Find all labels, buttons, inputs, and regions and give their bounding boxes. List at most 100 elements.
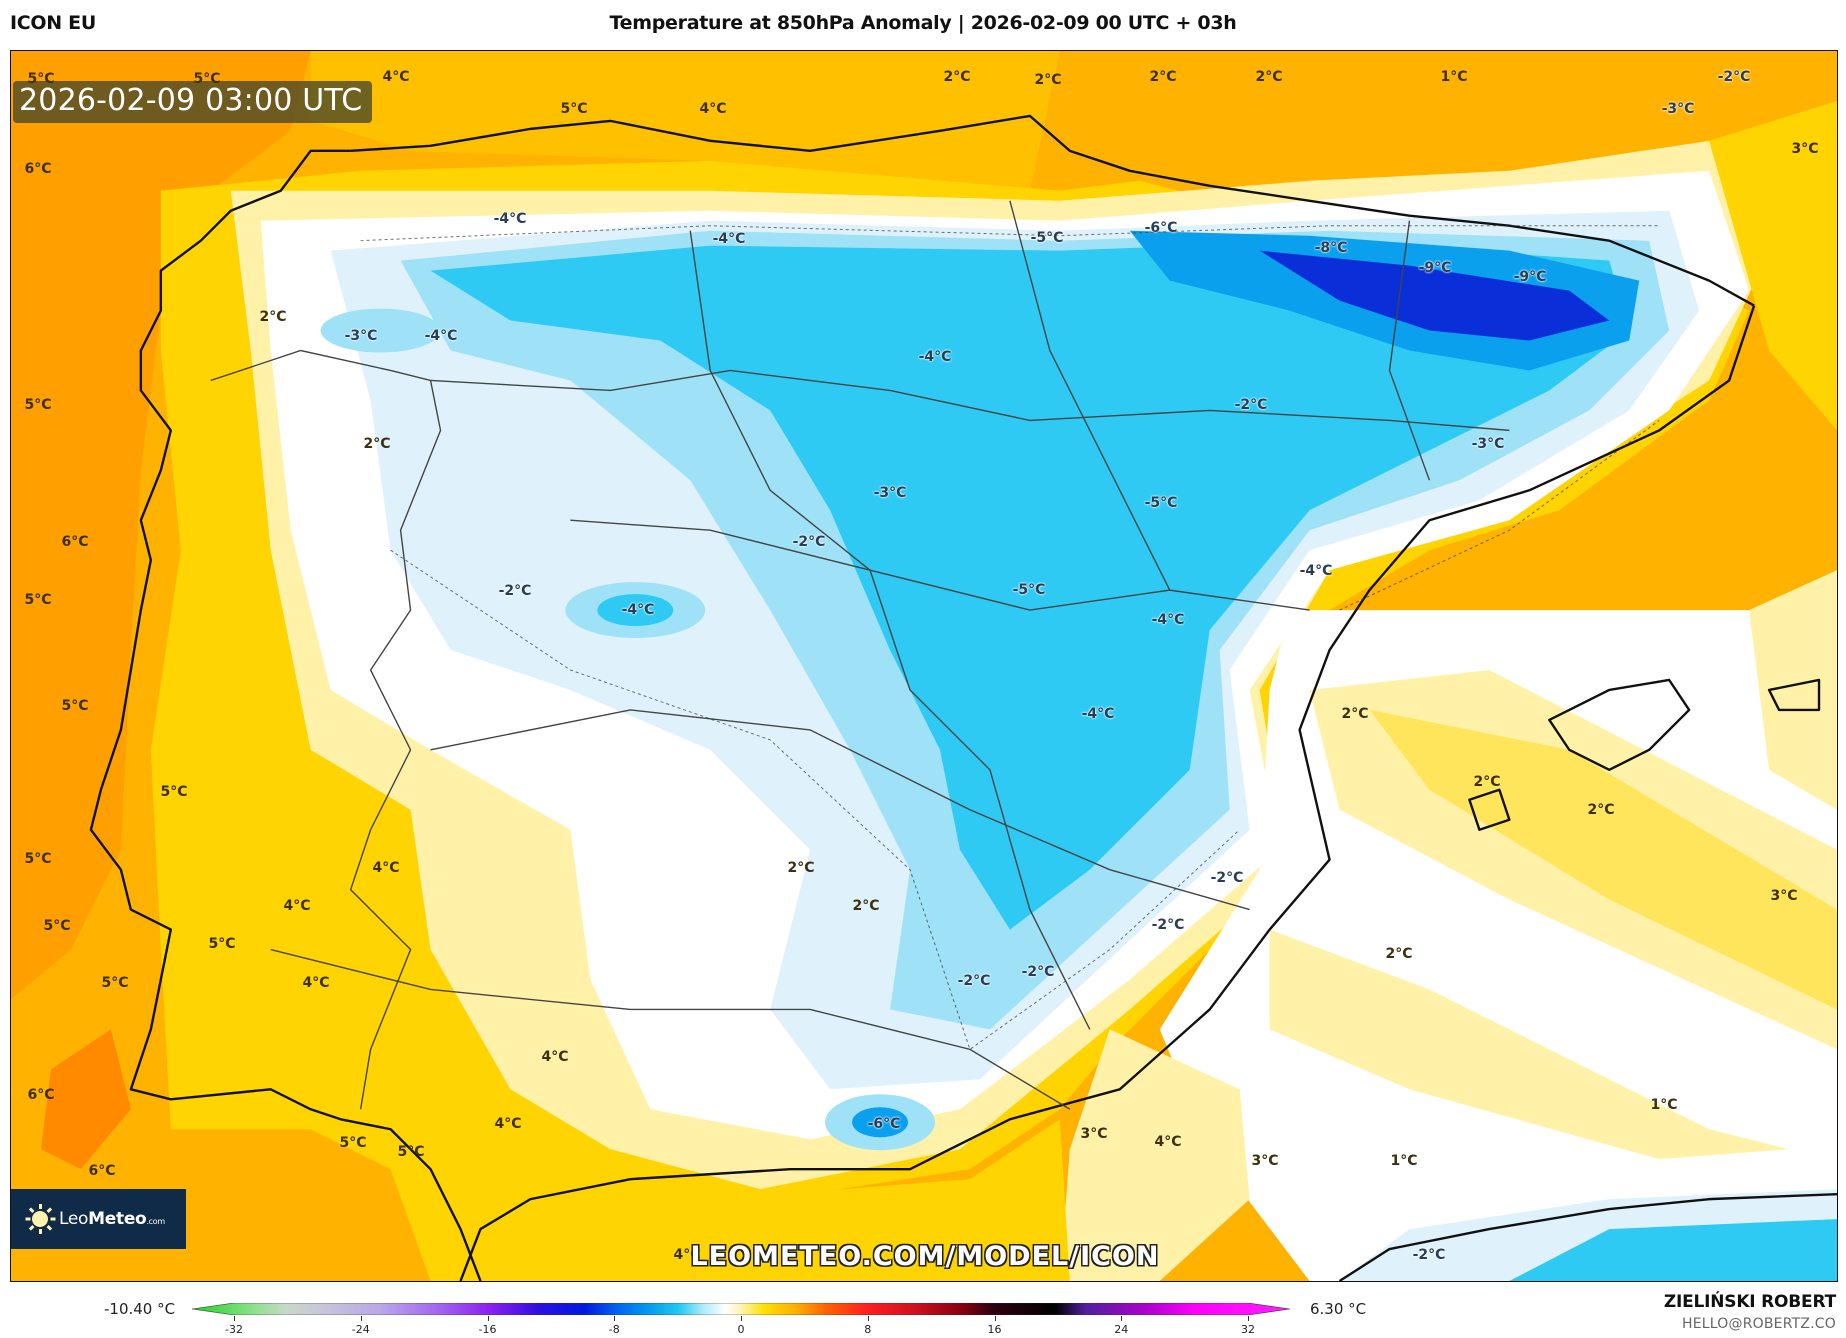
temperature-label: 6°C (88, 1163, 116, 1179)
temperature-label: 2°C (1385, 946, 1413, 962)
temperature-label: 4°C (302, 975, 330, 991)
temperature-label: -2°C (1717, 69, 1751, 85)
valid-time-badge: 2026-02-09 03:00 UTC (13, 81, 373, 123)
temperature-label: -2°C (1234, 397, 1268, 413)
temperature-label: 2°C (943, 69, 971, 85)
temperature-label: -4°C (712, 231, 746, 247)
temperature-label: 5°C (397, 1144, 425, 1160)
temperature-label: 4°C (283, 898, 311, 914)
temperature-label: -3°C (344, 328, 378, 344)
temperature-label: 2°C (787, 860, 815, 876)
model-name: ICON EU (10, 12, 96, 34)
temperature-field (11, 51, 1837, 1281)
temperature-label: -5°C (1144, 495, 1178, 511)
temperature-label: 3°C (1080, 1126, 1108, 1142)
temperature-label: 1°C (1440, 69, 1468, 85)
temperature-label: 2°C (1587, 802, 1615, 818)
temperature-label: 5°C (24, 592, 52, 608)
temperature-label: 3°C (1791, 141, 1819, 157)
author-email[interactable]: HELLO@ROBERTZ.CO (1682, 1316, 1836, 1332)
chart-title: Temperature at 850hPa Anomaly | 2026-02-… (609, 12, 1237, 34)
temperature-label: -4°C (918, 349, 952, 365)
colorbar-max-label: 6.30 °C (1310, 1300, 1367, 1318)
temperature-label: -4°C (493, 211, 527, 227)
temperature-label: 4°C (673, 1247, 701, 1263)
temperature-label: -9°C (1418, 260, 1452, 276)
temperature-label: -2°C (1210, 870, 1244, 886)
colorbar-tick (487, 1316, 489, 1321)
colorbar-tick (994, 1316, 996, 1321)
temperature-label: -5°C (1012, 582, 1046, 598)
temperature-label: 5°C (27, 71, 55, 87)
colorbar-tick (741, 1316, 742, 1321)
logo-text: LeoMeteo.com (59, 1209, 165, 1229)
temperature-label: -4°C (424, 328, 458, 344)
temperature-label: -3°C (1471, 436, 1505, 452)
temperature-label: 3°C (1251, 1153, 1279, 1169)
temperature-label: 5°C (61, 698, 89, 714)
temperature-label: 4°C (1154, 1134, 1182, 1150)
temperature-label: 6°C (24, 161, 52, 177)
temperature-label: 2°C (1255, 69, 1283, 85)
colorbar-tick-label: 24 (1114, 1323, 1129, 1336)
temperature-label: 3°C (1770, 888, 1798, 904)
colorbar-tick-label: -16 (478, 1323, 497, 1336)
colorbar-tick-label: -32 (225, 1323, 243, 1336)
temperature-label: 2°C (363, 436, 391, 452)
temperature-label: -4°C (621, 602, 655, 618)
colorbar-tick (1121, 1316, 1123, 1321)
temperature-label: 2°C (852, 898, 880, 914)
colorbar-tick (867, 1316, 869, 1321)
colorbar-tick (360, 1316, 362, 1321)
temperature-label: 2°C (1149, 69, 1177, 85)
temperature-label: 5°C (43, 918, 71, 934)
temperature-label: 5°C (208, 936, 236, 952)
temperature-label: 4°C (699, 101, 727, 117)
temperature-label: 2°C (1341, 706, 1369, 722)
temperature-label: 4°C (372, 860, 400, 876)
temperature-label: -6°C (1144, 220, 1178, 236)
temperature-label: 2°C (259, 309, 287, 325)
colorbar-min-label: -10.40 °C (104, 1300, 176, 1318)
temperature-label: 5°C (101, 975, 129, 991)
watermark-url: LEOMETEO.COM/MODEL/ICON (690, 1241, 1160, 1272)
temperature-label: -2°C (1151, 917, 1185, 933)
leometeo-logo[interactable]: LeoMeteo.com (11, 1189, 186, 1249)
temperature-label: 1°C (1390, 1153, 1418, 1169)
temperature-label: 4°C (382, 69, 410, 85)
temperature-label: 4°C (541, 1049, 569, 1065)
temperature-label: -2°C (1021, 964, 1055, 980)
temperature-label: -6°C (867, 1116, 901, 1132)
colorbar-tick-label: 32 (1241, 1323, 1255, 1336)
temperature-label: -2°C (498, 583, 532, 599)
temperature-label: 5°C (193, 71, 221, 87)
colorbar-tick (614, 1316, 616, 1321)
author-name: ZIELIŃSKI ROBERT (1663, 1292, 1836, 1312)
temperature-label: 2°C (1473, 774, 1501, 790)
temperature-label: 5°C (24, 851, 52, 867)
temperature-label: -2°C (957, 973, 991, 989)
temperature-label: -5°C (1030, 230, 1064, 246)
temperature-label: 1°C (1650, 1097, 1678, 1113)
temperature-label: 5°C (560, 101, 588, 117)
colorbar-tick (1248, 1316, 1249, 1321)
temperature-label: 5°C (24, 397, 52, 413)
temperature-label: -2°C (792, 534, 826, 550)
temperature-label: 6°C (27, 1087, 55, 1103)
colorbar-tick-label: 16 (987, 1323, 1002, 1336)
temperature-label: 4°C (494, 1116, 522, 1132)
temperature-anomaly-map[interactable]: 2026-02-09 03:00 UTC 5°C 5°C 4°C 5°C 4°C 2°C 2… (10, 50, 1838, 1282)
temperature-label: 2°C (1034, 72, 1062, 88)
colorbar-gradient (192, 1303, 1290, 1315)
colorbar-tick-label: 8 (864, 1323, 872, 1336)
colorbar-tick-label: 0 (737, 1323, 745, 1336)
temperature-label: 6°C (61, 534, 89, 550)
sun-icon (25, 1204, 55, 1234)
temperature-label: 5°C (339, 1135, 367, 1151)
temperature-label: -2°C (1412, 1247, 1446, 1263)
temperature-label: -4°C (1081, 706, 1115, 722)
temperature-label: -3°C (1661, 101, 1695, 117)
temperature-label: -4°C (1151, 612, 1185, 628)
colorbar-tick (234, 1316, 235, 1321)
colorbar-tick-label: -24 (351, 1323, 370, 1336)
